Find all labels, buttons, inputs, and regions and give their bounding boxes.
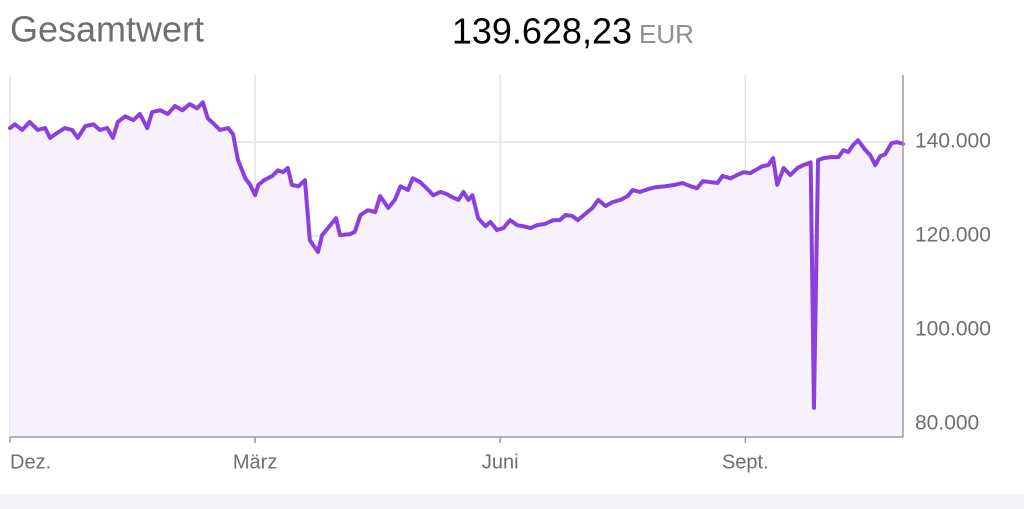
y-tick-label: 100.000 [915, 317, 991, 340]
y-tick-label: 120.000 [915, 224, 991, 247]
y-tick-label: 80.000 [915, 411, 979, 434]
bottom-strip [0, 494, 1024, 509]
chart-title: Gesamtwert [10, 9, 204, 50]
total-value: 139.628,23 [452, 11, 632, 52]
x-tick-label: Dez. [10, 451, 51, 473]
area-fill [10, 102, 903, 437]
x-tick-label: Sept. [722, 451, 769, 473]
x-tick-label: März [233, 451, 277, 473]
y-tick-label: 140.000 [915, 130, 991, 153]
line [8, 100, 905, 410]
currency: EUR [639, 19, 694, 49]
x-tick-label: Juni [482, 451, 519, 473]
